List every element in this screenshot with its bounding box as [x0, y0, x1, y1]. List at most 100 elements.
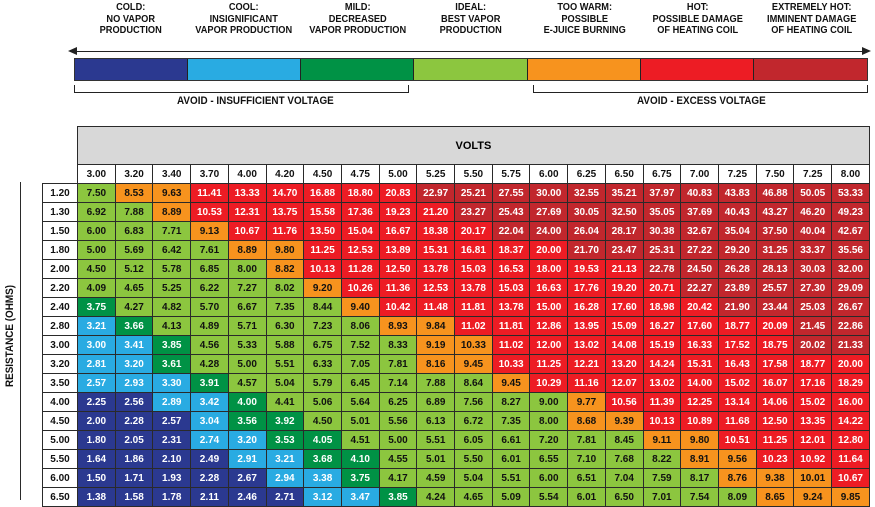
- heatmap-cell: 9.80: [680, 430, 719, 450]
- table-row: 2.80 3.21 3.66 4.13 4.89 5.71 6.30 7.23 8.06 8.93…: [42, 316, 870, 336]
- heatmap-cell: 17.36: [340, 202, 380, 222]
- table-row: 1.20 7.50 8.53 9.63 11.41 13.33 14.70 16.88 18.8…: [42, 183, 870, 203]
- heatmap-cell: 17.58: [755, 354, 795, 374]
- heatmap-cell: 26.67: [831, 297, 870, 317]
- heatmap-cell: 6.42: [152, 240, 192, 260]
- heatmap-cell: 1.80: [77, 430, 116, 450]
- heatmap-cell: 5.33: [227, 335, 267, 355]
- heatmap-cell: 6.45: [340, 373, 380, 393]
- heatmap-cell: 9.13: [190, 221, 229, 241]
- heatmap-cell: 3.61: [152, 354, 192, 374]
- heatmap-cell: 3.66: [114, 316, 154, 336]
- heatmap-cell: 1.78: [152, 487, 192, 507]
- heatmap-cell: 16.43: [717, 354, 757, 374]
- heatmap-cell: 8.44: [303, 297, 342, 317]
- heatmap-cell: 4.65: [454, 487, 493, 507]
- heatmap-cell: 27.55: [491, 183, 531, 203]
- heatmap-cell: 13.35: [793, 411, 833, 431]
- y-tick-label: 2.20: [42, 278, 78, 298]
- heatmap-cell: 5.56: [378, 411, 418, 431]
- y-tick-label: 2.00: [42, 259, 78, 279]
- heatmap-cell: 12.80: [831, 430, 870, 450]
- heatmap-cell: 31.25: [755, 240, 795, 260]
- heatmap-cell: 10.56: [604, 392, 644, 412]
- x-tick-label: 6.50: [604, 164, 644, 184]
- y-tick-label: 1.80: [42, 240, 78, 260]
- heatmap-cell: 22.04: [491, 221, 531, 241]
- heatmap-cell: 3.20: [114, 354, 154, 374]
- heatmap-cell: 18.37: [491, 240, 531, 260]
- y-tick-label: 3.00: [42, 335, 78, 355]
- heatmap-cell: 25.43: [491, 202, 531, 222]
- heatmap-cell: 11.25: [529, 354, 569, 374]
- y-tick-label: 5.00: [42, 430, 78, 450]
- heatmap-cell: 9.19: [416, 335, 456, 355]
- heatmap-cell: 8.53: [114, 183, 154, 203]
- heatmap-cell: 9.45: [454, 354, 493, 374]
- y-tick-label: 1.20: [42, 183, 78, 203]
- table-row: 1.30 6.92 7.88 8.89 10.53 12.31 13.75 15.58 17.3…: [42, 202, 870, 222]
- heatmap-cell: 18.77: [793, 354, 833, 374]
- x-tick-label: 4.50: [303, 164, 342, 184]
- heatmap-cell: 2.11: [190, 487, 229, 507]
- heatmap-cell: 7.05: [340, 354, 380, 374]
- heatmap-cell: 8.82: [265, 259, 305, 279]
- heatmap-cell: 6.05: [454, 430, 493, 450]
- heatmap-cell: 10.67: [831, 468, 870, 488]
- table-row: 4.00 2.25 2.56 2.89 3.42 4.00 4.41 5.06 5.64 6.25…: [42, 392, 870, 412]
- heatmap-cell: 7.54: [680, 487, 719, 507]
- y-tick-label: 6.00: [42, 468, 78, 488]
- y-tick-label: 1.50: [42, 221, 78, 241]
- heatmap-cell: 10.42: [378, 297, 418, 317]
- heatmap-cell: 7.23: [303, 316, 342, 336]
- heatmap-cell: 12.50: [755, 411, 795, 431]
- heatmap-cell: 14.70: [265, 183, 305, 203]
- heatmap-cell: 12.50: [378, 259, 418, 279]
- heatmap-cell: 11.25: [755, 430, 795, 450]
- heatmap-cell: 2.10: [152, 449, 192, 469]
- heatmap-cell: 15.03: [454, 259, 493, 279]
- heatmap-cell: 16.53: [491, 259, 531, 279]
- heatmap-cell: 13.02: [567, 335, 606, 355]
- heatmap-cell: 6.00: [529, 468, 569, 488]
- heatmap-cell: 15.58: [303, 202, 342, 222]
- heatmap-cell: 10.29: [529, 373, 569, 393]
- heatmap-cell: 2.49: [190, 449, 229, 469]
- avoid-high-label: AVOID - EXCESS VOLTAGE: [637, 95, 766, 107]
- x-tick-label: 7.00: [680, 164, 719, 184]
- legend-category-label: HOT: POSSIBLE DAMAGE OF HEATING COIL: [652, 1, 744, 36]
- heatmap-cell: 6.13: [416, 411, 456, 431]
- table-row: 5.50 1.64 1.86 2.10 2.49 2.91 3.21 3.68 4.10 4.55…: [42, 449, 870, 469]
- table-row: 3.20 2.81 3.20 3.61 4.28 5.00 5.51 6.33 7.05 7.81…: [42, 354, 870, 374]
- heatmap-cell: 10.23: [755, 449, 795, 469]
- heatmap-cell: 21.90: [717, 297, 757, 317]
- heatmap-cell: 7.81: [567, 430, 606, 450]
- heatmap-table: VOLTS 3.00 3.20 3.40 3.70 4.00 4.20 4.50 4.75 5.0…: [42, 126, 870, 507]
- heatmap-cell: 43.27: [755, 202, 795, 222]
- heatmap-cell: 12.86: [529, 316, 569, 336]
- table-row: 1.50 6.00 6.83 7.71 9.13 10.67 11.76 13.50 15.04…: [42, 221, 870, 241]
- heatmap-cell: 5.71: [227, 316, 267, 336]
- x-tick-label: 4.75: [340, 164, 380, 184]
- heatmap-cell: 3.04: [190, 411, 229, 431]
- x-tick-label: 5.75: [491, 164, 531, 184]
- y-tick-label: 2.80: [42, 316, 78, 336]
- heatmap-cell: 12.53: [340, 240, 380, 260]
- heatmap-cell: 22.97: [416, 183, 456, 203]
- x-tick-label: 5.00: [378, 164, 418, 184]
- heatmap-cell: 8.89: [227, 240, 267, 260]
- heatmap-cell: 3.91: [190, 373, 229, 393]
- heatmap-cell: 23.27: [454, 202, 493, 222]
- heatmap-cell: 10.26: [340, 278, 380, 298]
- heatmap-cell: 2.57: [77, 373, 116, 393]
- heatmap-cell: 53.33: [831, 183, 870, 203]
- heatmap-cell: 9.85: [831, 487, 870, 507]
- heatmap-cell: 7.50: [77, 183, 116, 203]
- heatmap-cell: 2.74: [190, 430, 229, 450]
- heatmap-cell: 5.00: [77, 240, 116, 260]
- heatmap-cell: 7.61: [190, 240, 229, 260]
- heatmap-cell: 1.86: [114, 449, 154, 469]
- heatmap-cell: 3.68: [303, 449, 342, 469]
- heatmap-cell: 16.63: [529, 278, 569, 298]
- heatmap-cell: 11.16: [567, 373, 606, 393]
